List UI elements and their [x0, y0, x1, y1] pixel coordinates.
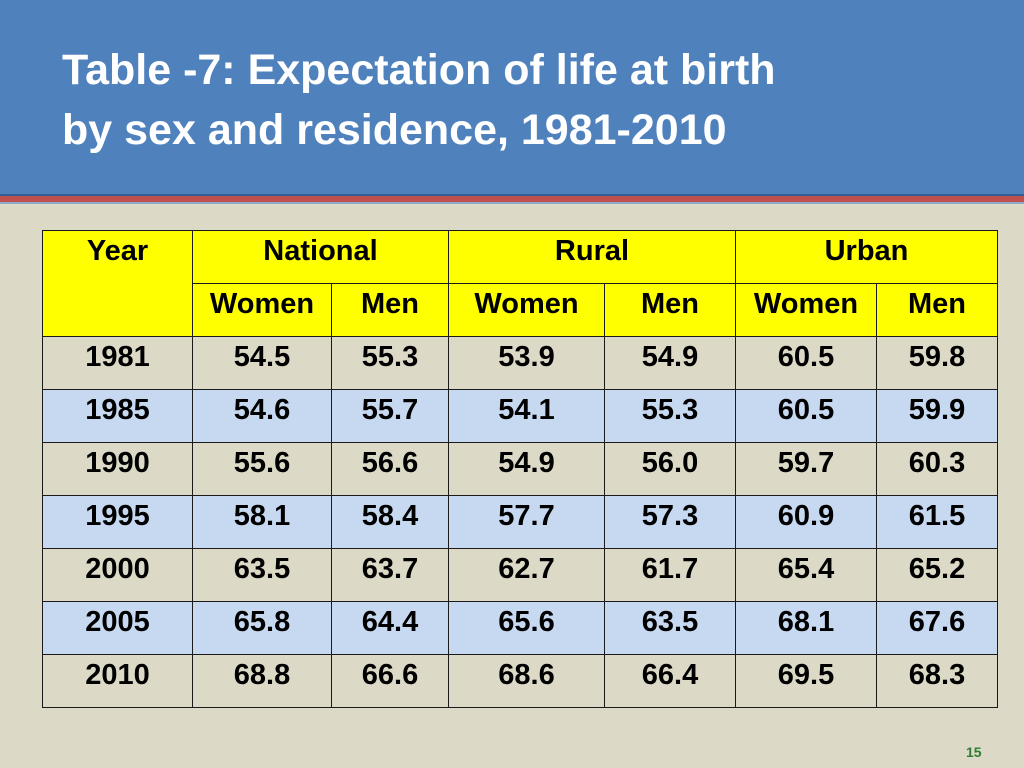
- cell-national-women: 55.6: [192, 442, 332, 496]
- subheader-rural-women: Women: [448, 283, 605, 337]
- subheader-rural-men: Men: [604, 283, 736, 337]
- table-row: 1985 54.6 55.7 54.1 55.3 60.5 59.9: [42, 389, 998, 443]
- header-year: Year: [42, 230, 193, 337]
- cell-national-men: 55.7: [331, 389, 449, 443]
- cell-urban-women: 60.9: [735, 495, 877, 549]
- cell-year: 1981: [42, 336, 193, 390]
- header-group-urban: Urban: [735, 230, 998, 284]
- cell-rural-men: 54.9: [604, 336, 736, 390]
- cell-rural-women: 65.6: [448, 601, 605, 655]
- life-expectancy-table: Year National Rural Urban Women Men Wome…: [42, 230, 998, 708]
- cell-national-men: 63.7: [331, 548, 449, 602]
- cell-urban-women: 65.4: [735, 548, 877, 602]
- cell-year: 2005: [42, 601, 193, 655]
- cell-national-women: 54.6: [192, 389, 332, 443]
- cell-rural-men: 66.4: [604, 654, 736, 708]
- cell-urban-men: 67.6: [876, 601, 998, 655]
- cell-national-women: 54.5: [192, 336, 332, 390]
- slide-title: Table -7: Expectation of life at birth b…: [62, 40, 962, 160]
- cell-urban-men: 68.3: [876, 654, 998, 708]
- title-line-1: Table -7: Expectation of life at birth: [62, 46, 776, 94]
- cell-urban-women: 60.5: [735, 389, 877, 443]
- cell-national-women: 58.1: [192, 495, 332, 549]
- cell-rural-men: 61.7: [604, 548, 736, 602]
- subheader-national-women: Women: [192, 283, 332, 337]
- subheader-urban-women: Women: [735, 283, 877, 337]
- cell-urban-men: 59.9: [876, 389, 998, 443]
- cell-rural-women: 54.1: [448, 389, 605, 443]
- title-banner: Table -7: Expectation of life at birth b…: [0, 0, 1024, 196]
- cell-rural-women: 53.9: [448, 336, 605, 390]
- cell-national-women: 63.5: [192, 548, 332, 602]
- table-row: 2000 63.5 63.7 62.7 61.7 65.4 65.2: [42, 548, 998, 602]
- page-number: 15: [966, 744, 982, 760]
- cell-urban-men: 65.2: [876, 548, 998, 602]
- cell-rural-men: 63.5: [604, 601, 736, 655]
- cell-urban-men: 61.5: [876, 495, 998, 549]
- header-group-rural: Rural: [448, 230, 736, 284]
- table-row: 1990 55.6 56.6 54.9 56.0 59.7 60.3: [42, 442, 998, 496]
- accent-stripe-thin: [0, 202, 1024, 204]
- cell-national-men: 58.4: [331, 495, 449, 549]
- cell-rural-men: 55.3: [604, 389, 736, 443]
- subheader-urban-men: Men: [876, 283, 998, 337]
- cell-year: 1985: [42, 389, 193, 443]
- title-line-2: by sex and residence, 1981-2010: [62, 106, 727, 154]
- table-row: 2010 68.8 66.6 68.6 66.4 69.5 68.3: [42, 654, 998, 708]
- cell-urban-women: 59.7: [735, 442, 877, 496]
- table-row: 1981 54.5 55.3 53.9 54.9 60.5 59.8: [42, 336, 998, 390]
- cell-national-women: 65.8: [192, 601, 332, 655]
- cell-year: 2010: [42, 654, 193, 708]
- cell-national-men: 66.6: [331, 654, 449, 708]
- cell-year: 1995: [42, 495, 193, 549]
- header-group-national: National: [192, 230, 449, 284]
- cell-year: 1990: [42, 442, 193, 496]
- cell-rural-women: 68.6: [448, 654, 605, 708]
- cell-year: 2000: [42, 548, 193, 602]
- table-row: 2005 65.8 64.4 65.6 63.5 68.1 67.6: [42, 601, 998, 655]
- cell-rural-men: 56.0: [604, 442, 736, 496]
- cell-urban-women: 68.1: [735, 601, 877, 655]
- subheader-national-men: Men: [331, 283, 449, 337]
- table-row: 1995 58.1 58.4 57.7 57.3 60.9 61.5: [42, 495, 998, 549]
- cell-national-women: 68.8: [192, 654, 332, 708]
- cell-urban-men: 59.8: [876, 336, 998, 390]
- cell-national-men: 55.3: [331, 336, 449, 390]
- cell-urban-women: 69.5: [735, 654, 877, 708]
- cell-urban-women: 60.5: [735, 336, 877, 390]
- cell-rural-women: 62.7: [448, 548, 605, 602]
- cell-national-men: 56.6: [331, 442, 449, 496]
- cell-rural-women: 57.7: [448, 495, 605, 549]
- cell-rural-men: 57.3: [604, 495, 736, 549]
- cell-rural-women: 54.9: [448, 442, 605, 496]
- cell-national-men: 64.4: [331, 601, 449, 655]
- cell-urban-men: 60.3: [876, 442, 998, 496]
- table-body: 1981 54.5 55.3 53.9 54.9 60.5 59.8 1985 54.6 55.7…: [42, 336, 998, 708]
- accent-stripe: [0, 196, 1024, 202]
